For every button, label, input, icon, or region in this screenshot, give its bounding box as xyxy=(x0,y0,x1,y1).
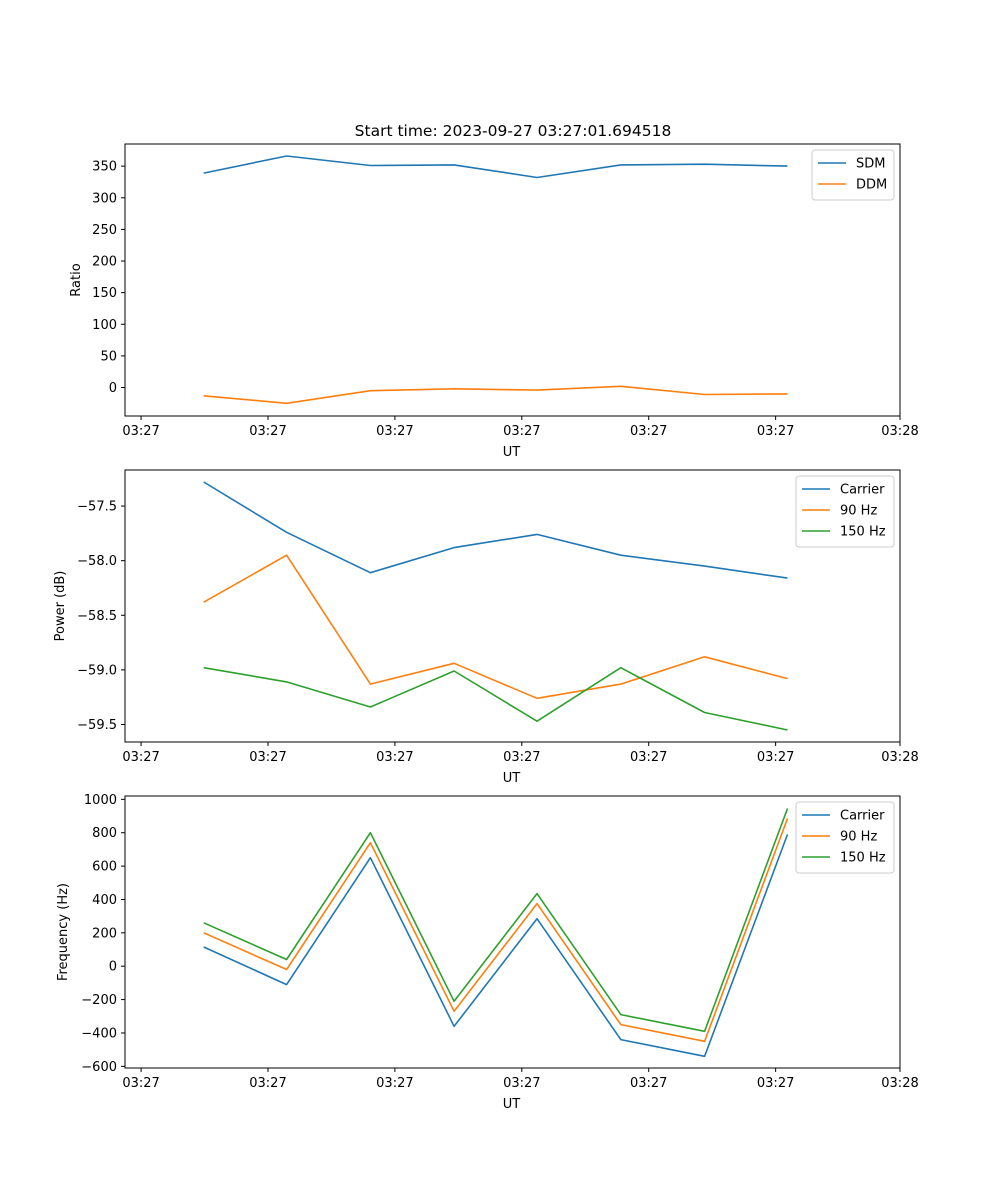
y-tick-label: −400 xyxy=(81,1026,117,1041)
x-tick-label: 03:27 xyxy=(376,1076,413,1091)
y-axis-label: Power (dB) xyxy=(53,571,68,642)
series-line-90-hz xyxy=(203,554,788,700)
x-tick-label: 03:27 xyxy=(630,424,667,439)
y-tick-label: 250 xyxy=(92,223,117,238)
x-tick-label: 03:27 xyxy=(503,424,540,439)
x-tick-label: 03:27 xyxy=(757,750,794,765)
y-tick-label: 300 xyxy=(92,191,117,206)
legend-label: DDM xyxy=(856,178,887,193)
legend-label: 90 Hz xyxy=(840,830,877,845)
y-tick-label: −57.5 xyxy=(77,500,117,515)
y-tick-label: −59.0 xyxy=(77,663,117,678)
legend-label: Carrier xyxy=(840,809,885,824)
y-tick-label: 50 xyxy=(100,349,117,364)
x-tick-label: 03:27 xyxy=(630,750,667,765)
x-axis-label: UT xyxy=(503,1097,521,1112)
y-tick-label: 1000 xyxy=(84,793,117,808)
y-tick-label: −58.5 xyxy=(77,609,117,624)
x-tick-label: 03:27 xyxy=(503,1076,540,1091)
figure-title: Start time: 2023-09-27 03:27:01.694518 xyxy=(355,122,672,140)
y-tick-label: −59.5 xyxy=(77,718,117,733)
x-tick-label: 03:27 xyxy=(630,1076,667,1091)
legend-box xyxy=(795,801,895,874)
axes-frame xyxy=(124,469,901,743)
y-tick-label: 0 xyxy=(109,960,117,975)
x-tick-label: 03:28 xyxy=(881,1076,918,1091)
chart-panel-3: 03:27 03:27 03:27 03:27 03:27 03:27 03:28 −600 −… xyxy=(56,793,919,1112)
legend-label: 150 Hz xyxy=(840,851,886,866)
chart-panel-2: 03:27 03:27 03:27 03:27 03:27 03:27 03:28 −59.5… xyxy=(53,469,919,786)
chart-panel-1: 03:27 03:27 03:27 03:27 03:27 03:27 03:28 0 50 10… xyxy=(69,143,919,460)
y-axis-label: Frequency (Hz) xyxy=(56,883,71,981)
x-tick-label: 03:28 xyxy=(881,750,918,765)
x-tick-label: 03:27 xyxy=(122,424,159,439)
x-axis-label: UT xyxy=(503,445,521,460)
y-tick-label: 400 xyxy=(92,893,117,908)
x-tick-label: 03:28 xyxy=(881,424,918,439)
legend-box xyxy=(795,475,895,548)
x-tick-label: 03:27 xyxy=(249,750,286,765)
series-line-150-hz xyxy=(203,666,788,731)
y-tick-label: 100 xyxy=(92,318,117,333)
y-tick-label: 800 xyxy=(92,826,117,841)
series-line-90-hz xyxy=(203,818,789,1043)
x-tick-label: 03:27 xyxy=(757,424,794,439)
y-axis-label: Ratio xyxy=(69,263,84,296)
y-tick-label: −200 xyxy=(81,993,117,1008)
legend-label: SDM xyxy=(856,157,885,172)
series-line-carrier xyxy=(203,834,789,1058)
y-tick-label: 0 xyxy=(109,381,117,396)
y-tick-label: 150 xyxy=(92,286,117,301)
y-tick-label: −600 xyxy=(81,1060,117,1075)
series-line-150-hz xyxy=(203,808,789,1033)
y-tick-label: 350 xyxy=(92,160,117,175)
y-tick-label: 200 xyxy=(92,926,117,941)
legend-label: 90 Hz xyxy=(840,504,877,519)
series-line-sdm xyxy=(203,155,788,179)
legend-label: Carrier xyxy=(840,483,885,498)
x-tick-label: 03:27 xyxy=(376,424,413,439)
series-line-ddm xyxy=(203,385,788,405)
x-tick-label: 03:27 xyxy=(122,1076,159,1091)
series-line-carrier xyxy=(203,481,788,579)
axes-frame xyxy=(124,795,901,1069)
x-tick-label: 03:27 xyxy=(757,1076,794,1091)
y-tick-label: 600 xyxy=(92,860,117,875)
x-tick-label: 03:27 xyxy=(249,1076,286,1091)
legend-label: 150 Hz xyxy=(840,525,886,540)
axes-frame xyxy=(124,143,901,417)
y-tick-label: 200 xyxy=(92,255,117,270)
x-tick-label: 03:27 xyxy=(503,750,540,765)
x-axis-label: UT xyxy=(503,771,521,786)
y-tick-label: −58.0 xyxy=(77,554,117,569)
x-tick-label: 03:27 xyxy=(249,424,286,439)
x-tick-label: 03:27 xyxy=(376,750,413,765)
x-tick-label: 03:27 xyxy=(122,750,159,765)
